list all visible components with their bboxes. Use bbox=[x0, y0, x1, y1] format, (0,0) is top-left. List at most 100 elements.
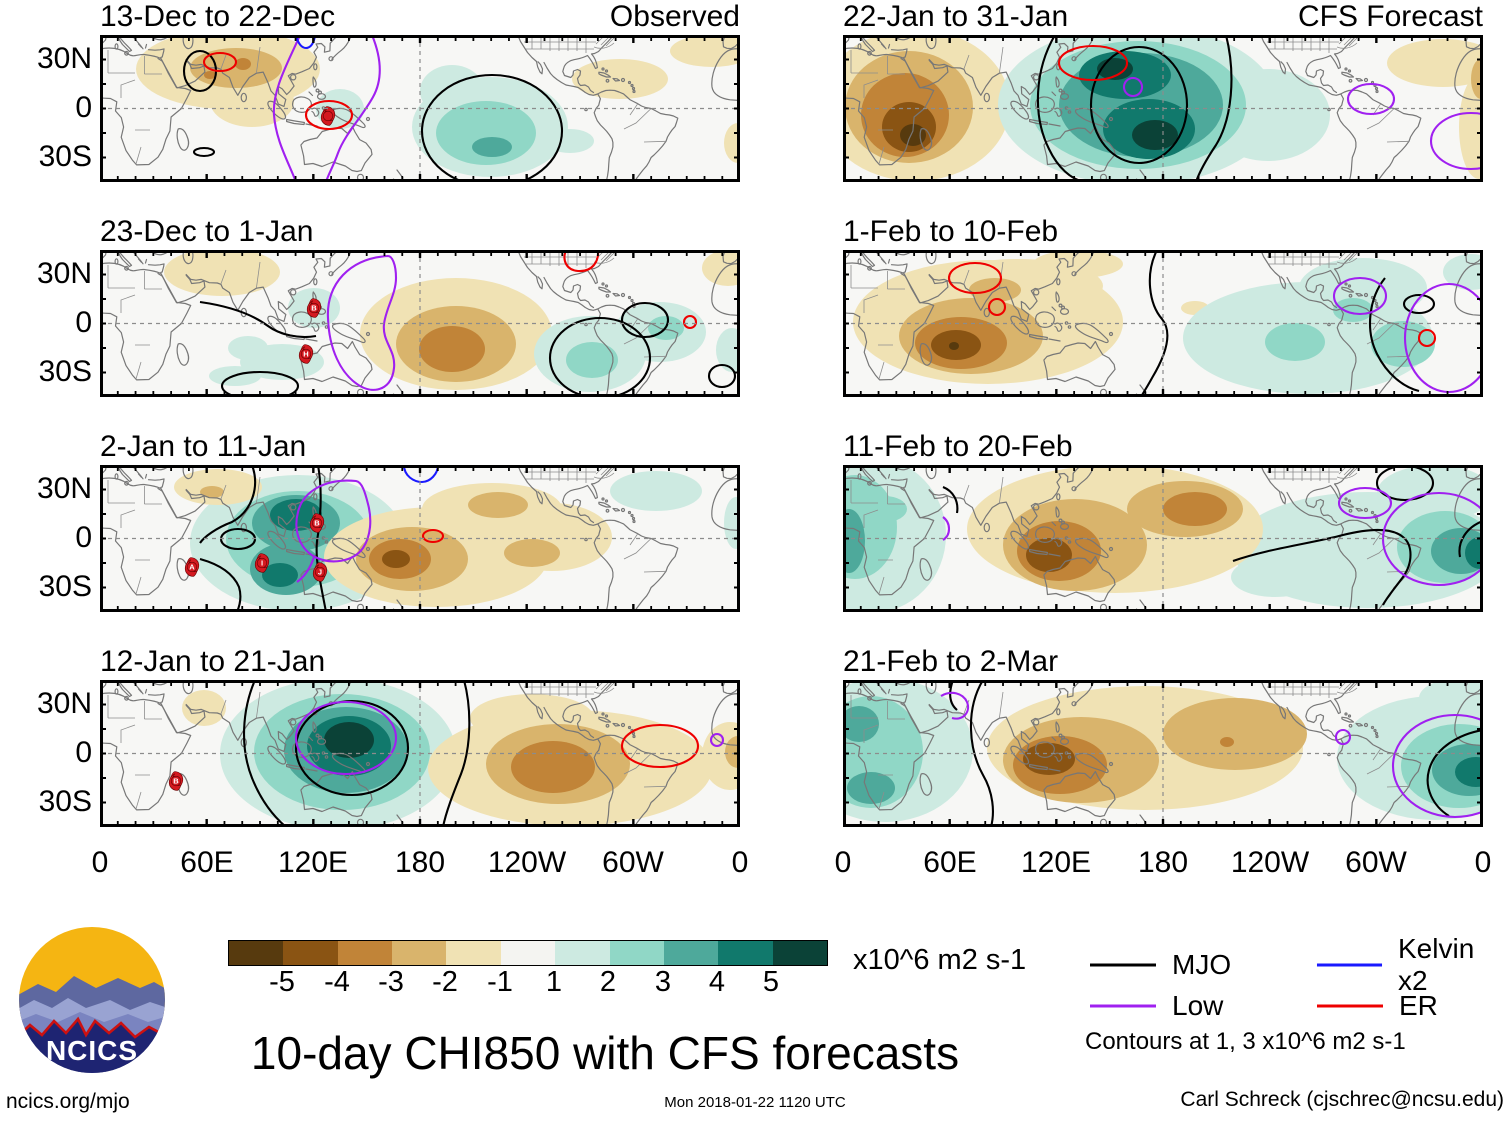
lon-label: 180 bbox=[1137, 846, 1189, 879]
colorbar-cell bbox=[229, 941, 284, 965]
svg-text:H: H bbox=[303, 350, 308, 359]
panel-title: 23-Dec to 1-Jan bbox=[100, 215, 314, 248]
lon-label: 120E bbox=[277, 846, 349, 879]
mjo-line-icon bbox=[1090, 963, 1156, 967]
lat-label: 30N bbox=[36, 472, 92, 505]
panel-title: 2-Jan to 11-Jan bbox=[100, 430, 307, 463]
cyclone-icon: I bbox=[254, 553, 270, 573]
lat-label: 0 bbox=[75, 91, 92, 124]
lon-label: 0 bbox=[731, 846, 749, 879]
cyclone-icon: J bbox=[312, 562, 328, 582]
cyclone-icon: B bbox=[168, 771, 184, 791]
panel-observed-1: 13-Dec to 22-Dec Observed bbox=[100, 1, 740, 182]
map-observed-2: B H bbox=[100, 250, 740, 397]
wave-contours bbox=[199, 250, 737, 397]
lat-label: 30S bbox=[38, 570, 92, 603]
svg-text:B: B bbox=[173, 777, 179, 786]
colorbar-cell bbox=[609, 941, 664, 965]
colorbar bbox=[228, 940, 828, 966]
lat-label: 30N bbox=[36, 42, 92, 75]
svg-text:A: A bbox=[189, 563, 195, 572]
map-forecast-1 bbox=[843, 35, 1483, 182]
map-observed-4: B bbox=[100, 680, 740, 827]
map-forecast-4 bbox=[843, 680, 1483, 827]
colorbar-tick: 5 bbox=[762, 966, 780, 998]
column-annotation: CFS Forecast bbox=[1297, 0, 1483, 33]
credit: Carl Schreck (cjschrec@ncsu.edu) bbox=[1180, 1088, 1504, 1111]
lon-axis-right: 0 60E 120E 180 120W 60W 0 bbox=[835, 846, 1492, 882]
low-line-icon bbox=[1090, 1004, 1156, 1008]
logo-text: NCICS bbox=[46, 1035, 138, 1066]
panel-title: 1-Feb to 10-Feb bbox=[843, 215, 1059, 248]
colorbar-tick: -1 bbox=[487, 966, 513, 998]
colorbar-cell bbox=[718, 941, 773, 965]
lon-label: 0 bbox=[91, 846, 109, 879]
figure-title: 10-day CHI850 with CFS forecasts bbox=[250, 1027, 960, 1079]
legend-entry-mjo: MJO bbox=[1088, 949, 1231, 980]
colorbar-cell bbox=[500, 941, 556, 965]
colorbar-tick: -5 bbox=[269, 966, 295, 998]
colorbar-tick: 2 bbox=[599, 966, 617, 998]
panel-observed-2: 23-Dec to 1-Jan B H bbox=[100, 216, 740, 397]
lon-label: 120W bbox=[1230, 846, 1310, 879]
lon-label: 180 bbox=[394, 846, 446, 879]
lat-label: 0 bbox=[75, 521, 92, 554]
panel-title: 22-Jan to 31-Jan CFS Forecast bbox=[843, 0, 1483, 33]
legend-entry-er: ER bbox=[1315, 990, 1438, 1021]
colorbar-cell bbox=[772, 941, 827, 965]
colorbar-tick: -2 bbox=[432, 966, 458, 998]
lon-label: 60W bbox=[1345, 846, 1407, 879]
ncics-logo: NCICS bbox=[16, 924, 168, 1081]
lon-label: 120W bbox=[487, 846, 567, 879]
lon-axis-left: 0 60E 120E 180 120W 60W 0 bbox=[92, 846, 749, 882]
panel-observed-3: 2-Jan to 11-Jan A I B J bbox=[100, 431, 740, 612]
colorbar-cell bbox=[337, 941, 393, 965]
panel-observed-4: 12-Jan to 21-Jan B bbox=[100, 646, 740, 827]
colorbar-cell bbox=[392, 941, 447, 965]
cyclone-icon: B bbox=[306, 298, 322, 318]
panel-title: 11-Feb to 20-Feb bbox=[843, 430, 1073, 463]
lon-label: 60E bbox=[923, 846, 977, 879]
colorbar-cell bbox=[446, 941, 501, 965]
panel-forecast-4: 21-Feb to 2-Mar bbox=[843, 646, 1483, 827]
colorbar-cell bbox=[663, 941, 719, 965]
lat-label: 0 bbox=[75, 736, 92, 769]
panel-title: 21-Feb to 2-Mar bbox=[843, 645, 1059, 678]
panel-title: 13-Dec to 22-Dec Observed bbox=[100, 0, 740, 33]
lon-label: 0 bbox=[834, 846, 852, 879]
anomaly-shading bbox=[843, 465, 1483, 612]
lat-label: 30N bbox=[36, 687, 92, 720]
lon-label: 0 bbox=[1474, 846, 1492, 879]
lat-label: 0 bbox=[75, 306, 92, 339]
colorbar-units: x10^6 m2 s-1 bbox=[853, 944, 1027, 976]
cyclone-icon: A bbox=[184, 557, 200, 577]
lat-label: 30S bbox=[38, 140, 92, 173]
anomaly-shading bbox=[843, 680, 1483, 822]
ncics-logo-icon: NCICS bbox=[19, 927, 165, 1073]
anomaly-shading bbox=[174, 469, 740, 611]
map-observed-1 bbox=[100, 35, 740, 182]
panel-forecast-3: 11-Feb to 20-Feb bbox=[843, 431, 1483, 612]
colorbar-tick: -4 bbox=[324, 966, 350, 998]
er-line-icon bbox=[1317, 1004, 1383, 1008]
kelvin-line-icon bbox=[1316, 963, 1383, 967]
map-forecast-2 bbox=[843, 250, 1483, 397]
wave-contours bbox=[947, 250, 1483, 397]
column-annotation: Observed bbox=[609, 0, 740, 33]
anomaly-shading bbox=[136, 35, 740, 177]
colorbar-cell bbox=[283, 941, 338, 965]
anomaly-shading bbox=[843, 35, 1483, 182]
panel-title: 12-Jan to 21-Jan bbox=[100, 645, 326, 678]
svg-text:J: J bbox=[318, 568, 322, 577]
svg-text:B: B bbox=[311, 304, 317, 313]
map-observed-3: A I B J bbox=[100, 465, 740, 612]
footer-url: ncics.org/mjo bbox=[6, 1090, 130, 1113]
lon-label: 120E bbox=[1020, 846, 1092, 879]
lon-label: 60W bbox=[602, 846, 664, 879]
colorbar-tick: 3 bbox=[654, 966, 672, 998]
colorbar-tick: 1 bbox=[545, 966, 563, 998]
wave-contours bbox=[1036, 35, 1483, 182]
svg-text:I: I bbox=[261, 559, 263, 568]
lon-label: 60E bbox=[180, 846, 234, 879]
